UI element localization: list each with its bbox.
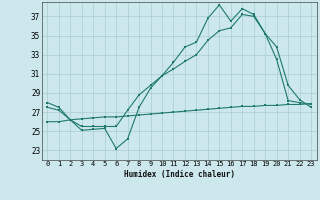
X-axis label: Humidex (Indice chaleur): Humidex (Indice chaleur)	[124, 170, 235, 179]
